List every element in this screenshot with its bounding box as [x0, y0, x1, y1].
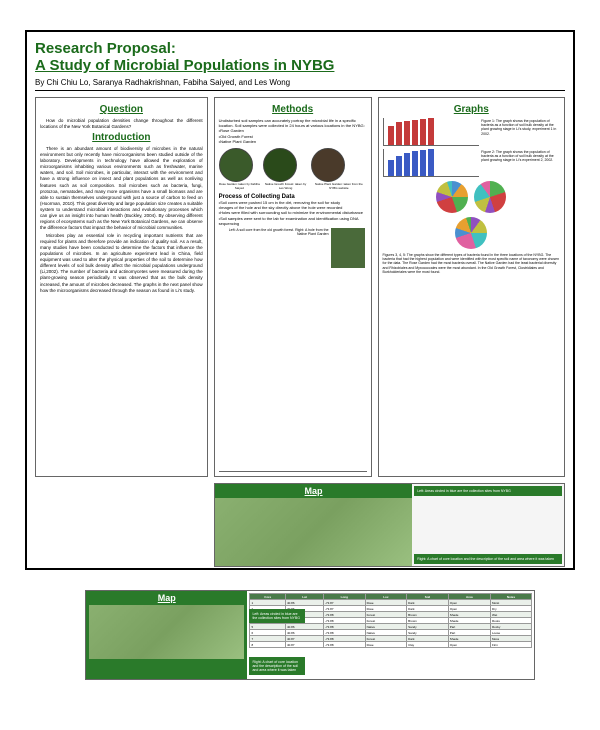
intro-p2: Microbes play an essential role in recyc… [40, 233, 203, 294]
column-right: Graphs Figure 1: The graph shows the pop… [378, 97, 565, 477]
intro-heading: Introduction [40, 132, 203, 143]
poster-container: Research Proposal: A Study of Microbial … [25, 30, 575, 570]
lower-map-image [89, 605, 244, 659]
pie-2 [474, 181, 506, 213]
title-block: Research Proposal: A Study of Microbial … [35, 40, 565, 91]
bar1-caption: Figure 1: The graph shows the population… [481, 119, 560, 143]
bar-chart-1: Figure 1: The graph shows the population… [383, 118, 560, 146]
pie-caption: Figures 3, 4, 5: The graphs show the dif… [383, 253, 560, 274]
lower-note-right: Right: A chart of core location and the … [249, 657, 305, 675]
map-right: Left: Areas circled in blue are the coll… [412, 484, 564, 566]
lower-map-heading: Map [158, 593, 176, 603]
question-body: How do microbial population densities ch… [40, 118, 203, 130]
column-middle: Methods Undisturbed soil samples can acc… [214, 97, 372, 477]
process-list: •Soil cores were pushed 15 cm in the dir… [219, 200, 367, 226]
bars-2 [383, 149, 480, 177]
proc-3: •Soil samples were sent to the lab for e… [219, 216, 367, 226]
photo-label-0: Rose Garden: taken by Fabiha Saiyed [219, 182, 260, 190]
question-heading: Question [40, 104, 203, 115]
pie-3 [455, 217, 487, 249]
map-panel: Map Left: Areas circled in blue are the … [214, 483, 565, 567]
title-line1: Research Proposal: [35, 40, 565, 57]
columns: Question How do microbial population den… [35, 97, 565, 477]
methods-intro: Undisturbed soil samples can accurately … [219, 118, 367, 128]
title-line2: A Study of Microbial Populations in NYBG [35, 57, 565, 74]
map-image [215, 498, 412, 566]
proc-2: •Holes were filled with surrounding soil… [219, 210, 367, 215]
site-2: •Native Plant Garden [219, 139, 367, 144]
intro-p1: There is an abundant amount of biodivers… [40, 146, 203, 231]
methods-sites: •Rose Garden •Old Growth Forest •Native … [219, 128, 367, 144]
column-left: Question How do microbial population den… [35, 97, 208, 477]
photo-native [311, 148, 345, 182]
pie-charts [383, 181, 560, 213]
photo-label-1: Native Growth Forest: taken by Les Wong [263, 182, 308, 190]
lower-note-left: Left: Areas circled in blue are the coll… [249, 609, 305, 623]
bar2-caption: Figure 2: The graph shows the population… [481, 150, 560, 174]
graphs-heading: Graphs [383, 104, 560, 115]
intro-text: There is an abundant amount of biodivers… [40, 146, 203, 294]
methods-heading: Methods [219, 104, 367, 115]
photo-rose [219, 148, 253, 182]
map-heading: Map [305, 486, 323, 496]
pie-charts-2 [383, 217, 560, 249]
map-note-right: Right: A chart of core location and the … [414, 554, 562, 564]
bar-chart-2: Figure 2: The graph shows the population… [383, 149, 560, 177]
bars-1 [383, 118, 480, 146]
map-left: Map [215, 484, 412, 566]
map-note-left: Left: Areas circled in blue are the coll… [414, 486, 562, 496]
lower-map-left: Map Left: Areas circled in blue are the … [86, 591, 247, 679]
photo-label-2: Native Plant Garden: taken from the NYBG… [311, 182, 366, 190]
lower-map-panel: Map Left: Areas circled in blue are the … [85, 590, 535, 680]
photo-forest [263, 148, 297, 182]
process-photo [331, 228, 365, 268]
question-text: How do microbial population densities ch… [40, 118, 203, 130]
site-photos: Rose Garden: taken by Fabiha Saiyed Nati… [219, 148, 367, 190]
authors-line: By Chi Chiu Lo, Saranya Radhakrishnan, F… [35, 78, 565, 91]
pie-1 [436, 181, 468, 213]
